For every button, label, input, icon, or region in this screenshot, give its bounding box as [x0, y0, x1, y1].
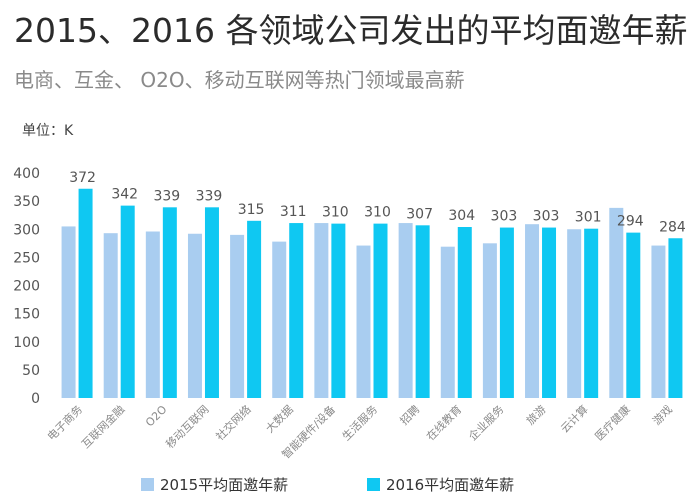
- bar-2015: [398, 223, 413, 398]
- bar-2016: [457, 227, 472, 398]
- data-label: 339: [196, 188, 223, 204]
- y-tick-label: 100: [13, 335, 40, 351]
- bar-2015: [440, 246, 455, 398]
- legend-item-2016: 2016平均面邀年薪: [367, 474, 514, 495]
- bar-2015: [609, 207, 624, 398]
- bar-2016: [331, 223, 346, 398]
- category-label: 生活服务: [339, 402, 380, 443]
- bar-2016: [626, 232, 641, 398]
- data-label: 294: [617, 214, 644, 230]
- bar-2016: [204, 207, 219, 398]
- data-label: 303: [533, 209, 560, 225]
- legend-label-2016: 2016平均面邀年薪: [386, 476, 515, 494]
- bar-2016: [542, 227, 557, 398]
- category-label: 旅游: [523, 402, 548, 427]
- y-tick-label: 350: [13, 194, 40, 210]
- bar-2016: [120, 205, 135, 398]
- bar-2015: [272, 241, 287, 398]
- chart-title: 2015、2016 各领域公司发出的平均面邀年薪: [14, 11, 688, 50]
- data-label: 372: [69, 170, 96, 186]
- data-label: 339: [153, 188, 180, 204]
- y-tick-label: 0: [31, 391, 40, 407]
- category-label: 大数据: [263, 402, 296, 435]
- data-label: 310: [364, 205, 391, 221]
- y-tick-label: 150: [13, 307, 40, 323]
- bar-2016: [289, 223, 304, 398]
- bar-2015: [525, 224, 540, 398]
- category-label: 电子商务: [44, 402, 85, 443]
- legend-label-2015: 2015平均面邀年薪: [160, 476, 289, 494]
- bar-2016: [247, 220, 262, 398]
- bar-2015: [187, 233, 202, 398]
- category-label: 企业服务: [466, 402, 507, 443]
- data-label: 307: [406, 206, 433, 222]
- data-label: 310: [322, 205, 349, 221]
- y-tick-label: 50: [22, 363, 40, 379]
- bar-chart: 0 50 100 150 200 250 300 350 400 372 电子商务 342 互联网金融 3…: [13, 166, 686, 461]
- legend-swatch-2016: [367, 478, 380, 491]
- data-label: 315: [238, 202, 265, 218]
- bar-2015: [482, 243, 497, 398]
- y-tick-label: 300: [13, 222, 40, 238]
- y-tick-label: 250: [13, 250, 40, 266]
- data-label: 311: [280, 204, 307, 220]
- bar-2016: [668, 238, 683, 398]
- bar-2015: [651, 245, 666, 398]
- bar-2016: [78, 188, 93, 398]
- bar-2015: [145, 231, 160, 398]
- bar-2016: [162, 207, 177, 398]
- bar-2016: [584, 228, 599, 398]
- chart-subtitle: 电商、互金、 O2O、移动互联网等热门领域最高薪: [14, 68, 465, 92]
- legend: 2015平均面邀年薪 2016平均面邀年薪: [0, 474, 700, 496]
- bar-2015: [103, 233, 118, 398]
- data-label: 284: [659, 219, 686, 235]
- bar-2015: [567, 229, 582, 398]
- category-label: 互联网金融: [79, 402, 128, 451]
- bar-2016: [415, 225, 430, 398]
- category-label: 医疗健康: [592, 402, 633, 443]
- data-label: 303: [491, 209, 518, 225]
- bar-2015: [314, 223, 329, 398]
- bar-2015: [356, 245, 371, 398]
- y-tick-label: 200: [13, 279, 40, 295]
- data-label: 304: [448, 208, 475, 224]
- bar-2015: [61, 226, 76, 398]
- category-label: 社交网络: [213, 402, 254, 443]
- data-label: 301: [575, 210, 602, 226]
- legend-item-2015: 2015平均面邀年薪: [141, 474, 288, 495]
- category-label: 云计算: [558, 402, 591, 435]
- category-label: 招聘: [397, 402, 422, 427]
- y-tick-label: 400: [13, 166, 40, 182]
- legend-swatch-2015: [141, 478, 154, 491]
- bar-2015: [230, 234, 245, 398]
- bar-2016: [499, 227, 514, 398]
- category-label: 在线教育: [423, 402, 464, 443]
- unit-label: 单位：K: [22, 123, 74, 139]
- bar-2016: [373, 223, 388, 398]
- category-label: 移动互联网: [164, 403, 212, 451]
- category-label: O2O: [143, 403, 170, 430]
- data-label: 342: [111, 187, 138, 203]
- category-label: 游戏: [650, 403, 675, 428]
